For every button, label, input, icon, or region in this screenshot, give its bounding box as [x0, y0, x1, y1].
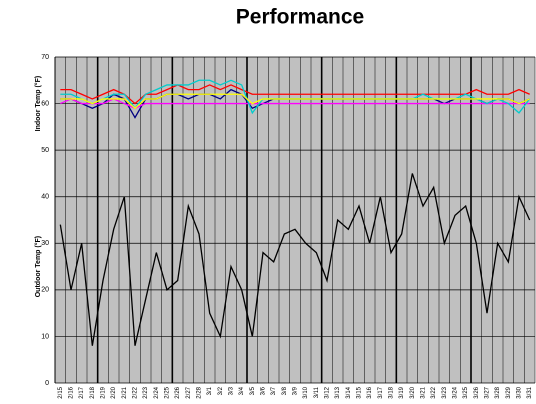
x-tick-label: 2/22: [133, 386, 139, 398]
y-tick-label: 60: [41, 100, 49, 107]
x-tick-label: 3/24: [453, 386, 459, 398]
x-tick-label: 3/27: [485, 386, 491, 398]
x-tick-label: 2/18: [90, 386, 96, 398]
x-tick-label: 3/13: [335, 386, 341, 398]
x-tick-label: 2/27: [186, 386, 192, 398]
x-tick-label: 3/23: [442, 386, 448, 398]
series-line: [59, 173, 531, 346]
y-tick-label: 10: [41, 333, 49, 340]
x-tick-label: 3/11: [314, 386, 320, 398]
x-tick-label: 3/20: [410, 386, 416, 398]
x-tick-label: 3/5: [250, 386, 256, 395]
x-tick-label: 3/18: [389, 386, 395, 398]
chart-title: Performance: [236, 6, 364, 29]
x-tick-label: 3/19: [399, 386, 405, 398]
series-line: [60, 93, 530, 110]
x-tick-label: 3/30: [517, 386, 523, 398]
x-tick-label: 2/23: [143, 386, 149, 398]
x-tick-label: 3/12: [325, 386, 331, 398]
x-tick-label: 2/17: [79, 386, 85, 398]
x-tick-label: 2/16: [69, 386, 75, 398]
x-tick-label: 2/26: [175, 386, 181, 398]
x-tick-label: 3/17: [378, 386, 384, 398]
x-tick-label: 3/10: [303, 386, 309, 398]
y-axis-label: Indoor Temp (°F): [34, 76, 42, 132]
y-tick-label: 0: [45, 380, 49, 387]
series-line: [60, 98, 530, 109]
x-tick-label: 3/25: [463, 386, 469, 398]
x-tick-label: 3/16: [367, 386, 373, 398]
y-tick-label: 30: [41, 240, 49, 247]
x-tick-label: 3/29: [506, 386, 512, 398]
x-tick-label: 3/2: [218, 386, 224, 395]
y-tick-label: 20: [41, 287, 49, 294]
x-tick-label: 3/21: [421, 386, 427, 398]
plot-area: [55, 57, 535, 383]
x-tick-label: 3/28: [495, 386, 501, 398]
x-tick-label: 2/20: [111, 386, 117, 398]
x-tick-label: 2/24: [154, 386, 160, 398]
x-tick-label: 3/15: [357, 386, 363, 398]
x-tick-label: 3/4: [239, 386, 245, 395]
y-tick-label: 50: [41, 147, 49, 154]
x-tick-label: 3/9: [293, 386, 299, 395]
x-tick-label: 2/15: [58, 386, 64, 398]
x-tick-label: 3/3: [229, 386, 235, 395]
y-tick-label: 70: [41, 54, 49, 61]
x-tick-label: 2/28: [197, 386, 203, 398]
x-tick-label: 3/6: [261, 386, 267, 395]
x-tick-label: 2/19: [101, 386, 107, 398]
x-tick-label: 2/25: [165, 386, 171, 398]
x-tick-label: 3/22: [431, 386, 437, 398]
y-axis-label: Outdoor Temp (°F): [34, 236, 42, 297]
x-tick-label: 3/14: [346, 386, 352, 398]
x-tick-label: 2/21: [122, 386, 128, 398]
x-tick-label: 3/31: [527, 386, 533, 398]
y-tick-label: 40: [41, 194, 49, 201]
x-tick-label: 3/8: [282, 386, 288, 395]
x-tick-label: 3/26: [474, 386, 480, 398]
x-tick-label: 3/1: [207, 386, 213, 395]
x-tick-label: 3/7: [271, 386, 277, 395]
series-line: [60, 84, 530, 105]
